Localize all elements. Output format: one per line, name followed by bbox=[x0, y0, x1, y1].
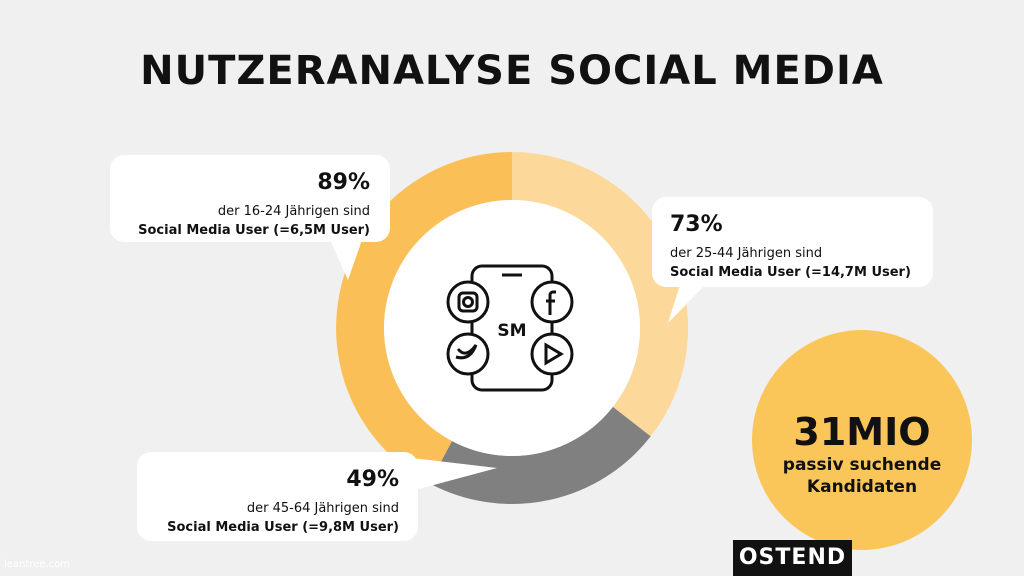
brand-logo: OSTEND bbox=[733, 540, 852, 576]
stat-text: passiv suchende bbox=[782, 455, 942, 475]
callout-text: Social Media User (=14,7M User) bbox=[670, 265, 911, 280]
stat: 31MIO passiv suchende Kandidaten bbox=[752, 410, 972, 498]
callout-text: der 45-64 Jährigen sind bbox=[246, 501, 399, 516]
callout-text: der 16-24 Jährigen sind bbox=[217, 204, 370, 219]
callout: 73% der 25-44 Jährigen sind Social Media… bbox=[670, 210, 930, 282]
callout-value: 49% bbox=[346, 467, 399, 492]
title: NUTZERANALYSE SOCIAL MEDIA bbox=[140, 48, 884, 94]
callout-boxes bbox=[110, 155, 933, 541]
callout-text: Social Media User (=9,8M User) bbox=[167, 520, 399, 535]
callout: 49% der 45-64 Jährigen sind Social Media… bbox=[137, 465, 399, 537]
donut-segment bbox=[336, 152, 513, 484]
callout-value: 73% bbox=[670, 212, 723, 237]
stat-value: 31MIO bbox=[793, 410, 931, 454]
social-media-icon bbox=[446, 264, 574, 392]
watermark: leantree.com bbox=[4, 559, 71, 570]
donut-segment bbox=[511, 152, 689, 437]
stat-circle bbox=[752, 330, 972, 550]
callout-text: der 25-44 Jährigen sind bbox=[670, 246, 823, 261]
callout-value: 89% bbox=[317, 170, 370, 195]
donut-center bbox=[384, 200, 640, 456]
callout: 89% der 16-24 Jährigen sind Social Media… bbox=[110, 168, 370, 240]
stat-text: Kandidaten bbox=[806, 477, 918, 497]
icon-label: SM bbox=[497, 321, 526, 341]
callout-text: Social Media User (=6,5M User) bbox=[138, 223, 370, 238]
